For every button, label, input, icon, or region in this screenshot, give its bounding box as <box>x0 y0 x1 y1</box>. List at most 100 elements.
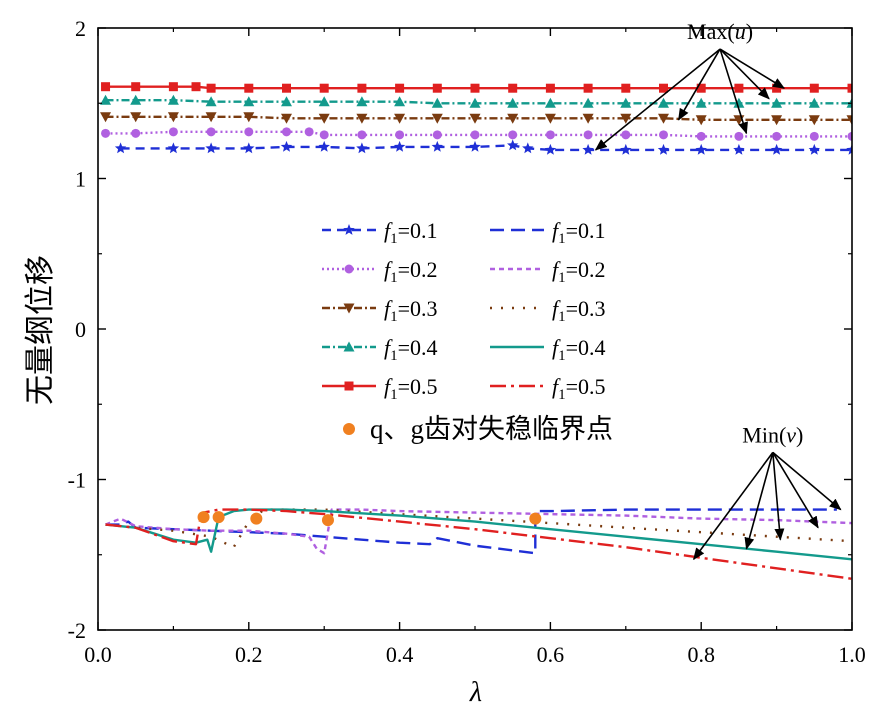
series-1 <box>101 127 852 141</box>
data-point <box>620 97 632 108</box>
data-point <box>508 130 518 140</box>
data-point <box>395 83 405 93</box>
annotation-0: Max(u) <box>594 19 785 151</box>
data-point <box>319 130 329 140</box>
legend-marker <box>343 303 355 314</box>
y-tick-label: 2 <box>75 16 86 41</box>
legend-label: f1=0.3 <box>552 296 606 325</box>
legend-label: f1=0.5 <box>552 374 606 403</box>
data-point <box>507 139 519 151</box>
y-tick-label: 0 <box>75 317 86 342</box>
data-point <box>168 127 178 137</box>
annotation-1: Min(v) <box>693 422 842 561</box>
data-point <box>101 82 111 92</box>
series-9 <box>105 508 852 580</box>
data-point <box>583 83 593 93</box>
data-point <box>206 83 216 93</box>
series-line-4 <box>105 85 852 90</box>
data-point <box>620 113 632 124</box>
data-point <box>205 112 217 123</box>
data-point <box>394 113 406 124</box>
data-point <box>582 113 594 124</box>
data-point <box>544 97 556 108</box>
legend-label: f1=0.4 <box>384 335 438 364</box>
critical-point <box>212 511 225 524</box>
data-point <box>695 97 707 108</box>
data-point <box>394 96 406 107</box>
annotations: Max(u) Min(v) <box>594 19 842 561</box>
series-2 <box>100 112 852 126</box>
legend-entry: f1=0.4 <box>490 335 606 364</box>
annotation-arrow <box>719 48 748 135</box>
x-tick-label: 0.8 <box>687 642 715 667</box>
legend-entry-critical: q、g齿对失稳临界点 <box>343 414 613 444</box>
data-point <box>431 113 443 124</box>
annotation-label: Max(u) <box>687 19 753 44</box>
legend-entry: f1=0.5 <box>322 374 438 403</box>
data-point <box>582 143 594 155</box>
data-point <box>280 140 293 152</box>
x-tick-label: 0.6 <box>537 642 565 667</box>
data-point <box>168 82 178 92</box>
x-axis-label: λ <box>469 677 482 708</box>
data-point <box>244 127 254 137</box>
data-point <box>206 127 216 137</box>
data-point <box>356 113 368 124</box>
legend-label: q、g齿对失稳临界点 <box>370 414 613 444</box>
data-point <box>432 83 442 93</box>
data-point <box>808 115 820 126</box>
data-point <box>847 83 852 93</box>
legend-entry: f1=0.1 <box>322 218 438 247</box>
data-point <box>772 131 782 141</box>
series-line-6 <box>105 508 852 555</box>
series-line-8 <box>105 508 852 561</box>
data-point <box>658 97 669 108</box>
data-point <box>100 94 112 105</box>
data-point <box>243 112 255 123</box>
data-point <box>432 130 442 140</box>
data-point <box>733 143 745 155</box>
annotation-arrow <box>677 48 721 121</box>
data-point <box>582 97 594 108</box>
data-point <box>696 83 706 93</box>
data-point <box>304 127 314 137</box>
data-point <box>847 131 852 141</box>
data-point <box>282 83 291 93</box>
data-point <box>659 130 668 140</box>
data-point <box>734 83 744 93</box>
data-point <box>508 83 518 93</box>
data-point <box>131 82 141 92</box>
series-4 <box>101 82 852 93</box>
data-point <box>771 115 783 126</box>
data-point <box>319 83 329 93</box>
data-point <box>281 113 292 124</box>
series-line-9 <box>105 508 852 580</box>
legend-marker <box>343 341 355 352</box>
legend-label: f1=0.4 <box>552 335 606 364</box>
data-point <box>621 83 631 93</box>
data-point <box>808 143 820 155</box>
y-axis-label: 无量纲位移 <box>24 255 57 405</box>
data-point <box>130 94 142 105</box>
data-point <box>809 131 819 141</box>
data-point <box>545 130 555 140</box>
data-point <box>846 143 852 155</box>
legend-label: f1=0.2 <box>384 257 438 286</box>
legend: f1=0.1 f1=0.1 f1=0.2 f1=0.2 f1=0.3 f1=0.3 f1=0… <box>322 218 613 444</box>
data-point <box>318 96 330 107</box>
x-tick-label: 1.0 <box>838 642 866 667</box>
series-line-1 <box>105 130 852 138</box>
annotation-arrow <box>772 451 842 511</box>
critical-points <box>197 511 542 527</box>
critical-point <box>529 512 542 525</box>
x-tick-label: 0.2 <box>235 642 263 667</box>
data-point <box>356 142 368 154</box>
legend-entry: f1=0.1 <box>490 218 606 247</box>
annotation-label: Min(v) <box>742 422 803 447</box>
data-point <box>733 97 745 108</box>
legend-marker <box>343 423 355 435</box>
legend-entry: f1=0.3 <box>322 296 438 325</box>
data-point <box>770 143 783 155</box>
data-point <box>507 113 519 124</box>
